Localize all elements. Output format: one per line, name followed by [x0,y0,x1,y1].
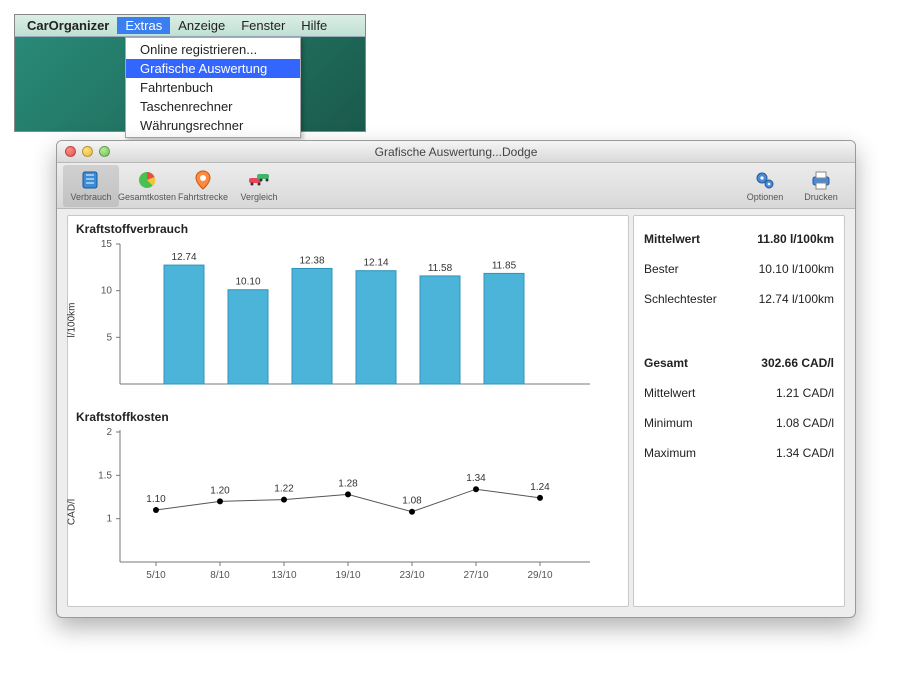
charts-panel: Kraftstoffverbrauch l/100km 5 10 15 12.74 10… [67,215,629,607]
svg-text:1.08: 1.08 [402,496,422,507]
dropdown-item[interactable]: Grafische Auswertung [126,59,300,78]
dropdown-item[interactable]: Taschenrechner [126,97,300,116]
fuel-cost-line-chart: 1 1.5 2 1.10 1.20 1.22 1.28 1.08 1.34 1.24 5/10 8/1… [76,426,596,594]
printer-icon [809,169,833,191]
svg-text:19/10: 19/10 [335,570,360,581]
stats-key: Minimum [644,416,693,430]
menu-item-extras[interactable]: Extras [117,17,170,34]
stats-row: Maximum 1.34 CAD/l [644,446,834,460]
svg-text:10: 10 [101,286,113,297]
svg-text:8/10: 8/10 [210,570,230,581]
menu-bar-region: CarOrganizer ExtrasAnzeigeFensterHilfe O… [14,14,366,132]
stats-value: 10.10 l/100km [759,262,834,276]
toolbar-label: Gesamtkosten [118,192,176,202]
toolbar-label: Fahrtstrecke [178,192,228,202]
stats-row: Mittelwert 1.21 CAD/l [644,386,834,400]
svg-text:27/10: 27/10 [463,570,488,581]
toolbar-label: Optionen [747,192,784,202]
extras-dropdown: Online registrieren...Grafische Auswertu… [125,37,301,138]
cars-icon [247,169,271,191]
svg-text:11.58: 11.58 [428,263,453,274]
stats-panel: Mittelwert 11.80 l/100km Bester 10.10 l/100… [633,215,845,607]
svg-text:5/10: 5/10 [146,570,166,581]
traffic-lights [65,146,110,157]
zoom-icon[interactable] [99,146,110,157]
svg-text:13/10: 13/10 [271,570,296,581]
minimize-icon[interactable] [82,146,93,157]
toolbar-gesamtkosten-button[interactable]: Gesamtkosten [119,165,175,207]
stats-value: 1.21 CAD/l [776,386,834,400]
dropdown-item[interactable]: Währungsrechner [126,116,300,135]
svg-text:12.74: 12.74 [171,252,196,263]
svg-text:1.20: 1.20 [210,485,230,496]
menu-item-anzeige[interactable]: Anzeige [170,17,233,34]
svg-text:1: 1 [106,514,112,525]
svg-text:1.34: 1.34 [466,473,486,484]
chart1-ylabel: l/100km [67,302,78,337]
svg-text:12.14: 12.14 [363,258,388,269]
verbrauch-icon [79,169,103,191]
stats-key: Mittelwert [644,386,695,400]
svg-text:1.5: 1.5 [98,470,112,481]
stats-value: 11.80 l/100km [757,232,834,246]
stats-value: 302.66 CAD/l [761,356,834,370]
toolbar-label: Verbrauch [70,192,111,202]
toolbar: Verbrauch GesamtkostenFahrtstrecke Verglei… [57,163,855,209]
dropdown-item[interactable]: Online registrieren... [126,40,300,59]
svg-text:1.22: 1.22 [274,484,294,495]
fuel-consumption-bar-chart: 5 10 15 12.74 10.10 12.38 12.14 11.58 11.85 [76,238,596,398]
close-icon[interactable] [65,146,76,157]
svg-text:11.85: 11.85 [492,260,517,271]
pie-icon [135,169,159,191]
stats-row: Gesamt 302.66 CAD/l [644,356,834,370]
toolbar-drucken-button[interactable]: Drucken [793,165,849,207]
svg-text:1.24: 1.24 [530,482,550,493]
svg-text:12.38: 12.38 [299,255,324,266]
stats-key: Gesamt [644,356,688,370]
toolbar-optionen-button[interactable]: Optionen [737,165,793,207]
chart2-ylabel: CAD/l [67,499,78,525]
svg-text:29/10: 29/10 [527,570,552,581]
stats-value: 12.74 l/100km [759,292,834,306]
svg-text:10.10: 10.10 [235,277,260,288]
stats-row: Mittelwert 11.80 l/100km [644,232,834,246]
stats-key: Schlechtester [644,292,717,306]
chart1-title: Kraftstoffverbrauch [76,222,620,236]
svg-text:1.10: 1.10 [146,494,166,505]
toolbar-verbrauch-button[interactable]: Verbrauch [63,165,119,207]
svg-text:15: 15 [101,239,113,250]
menu-bar: CarOrganizer ExtrasAnzeigeFensterHilfe [15,15,365,37]
window-titlebar: Grafische Auswertung...Dodge [57,141,855,163]
stats-key: Mittelwert [644,232,700,246]
stats-value: 1.34 CAD/l [776,446,834,460]
window-title: Grafische Auswertung...Dodge [57,145,855,159]
toolbar-label: Drucken [804,192,838,202]
dropdown-item[interactable]: Fahrtenbuch [126,78,300,97]
toolbar-fahrtstrecke-button[interactable]: Fahrtstrecke [175,165,231,207]
chart-window: Grafische Auswertung...Dodge Verbrauch Ge… [56,140,856,618]
menu-app-name[interactable]: CarOrganizer [19,17,117,34]
stats-row: Bester 10.10 l/100km [644,262,834,276]
stats-key: Maximum [644,446,696,460]
stats-key: Bester [644,262,679,276]
toolbar-label: Vergleich [240,192,277,202]
chart2-title: Kraftstoffkosten [76,410,620,424]
gears-icon [753,169,777,191]
toolbar-vergleich-button[interactable]: Vergleich [231,165,287,207]
svg-text:2: 2 [106,427,112,438]
pin-icon [191,169,215,191]
stats-row: Schlechtester 12.74 l/100km [644,292,834,306]
stats-value: 1.08 CAD/l [776,416,834,430]
svg-text:1.28: 1.28 [338,478,358,489]
menu-item-hilfe[interactable]: Hilfe [293,17,335,34]
svg-text:23/10: 23/10 [399,570,424,581]
stats-row: Minimum 1.08 CAD/l [644,416,834,430]
menu-item-fenster[interactable]: Fenster [233,17,293,34]
svg-text:5: 5 [106,332,112,343]
